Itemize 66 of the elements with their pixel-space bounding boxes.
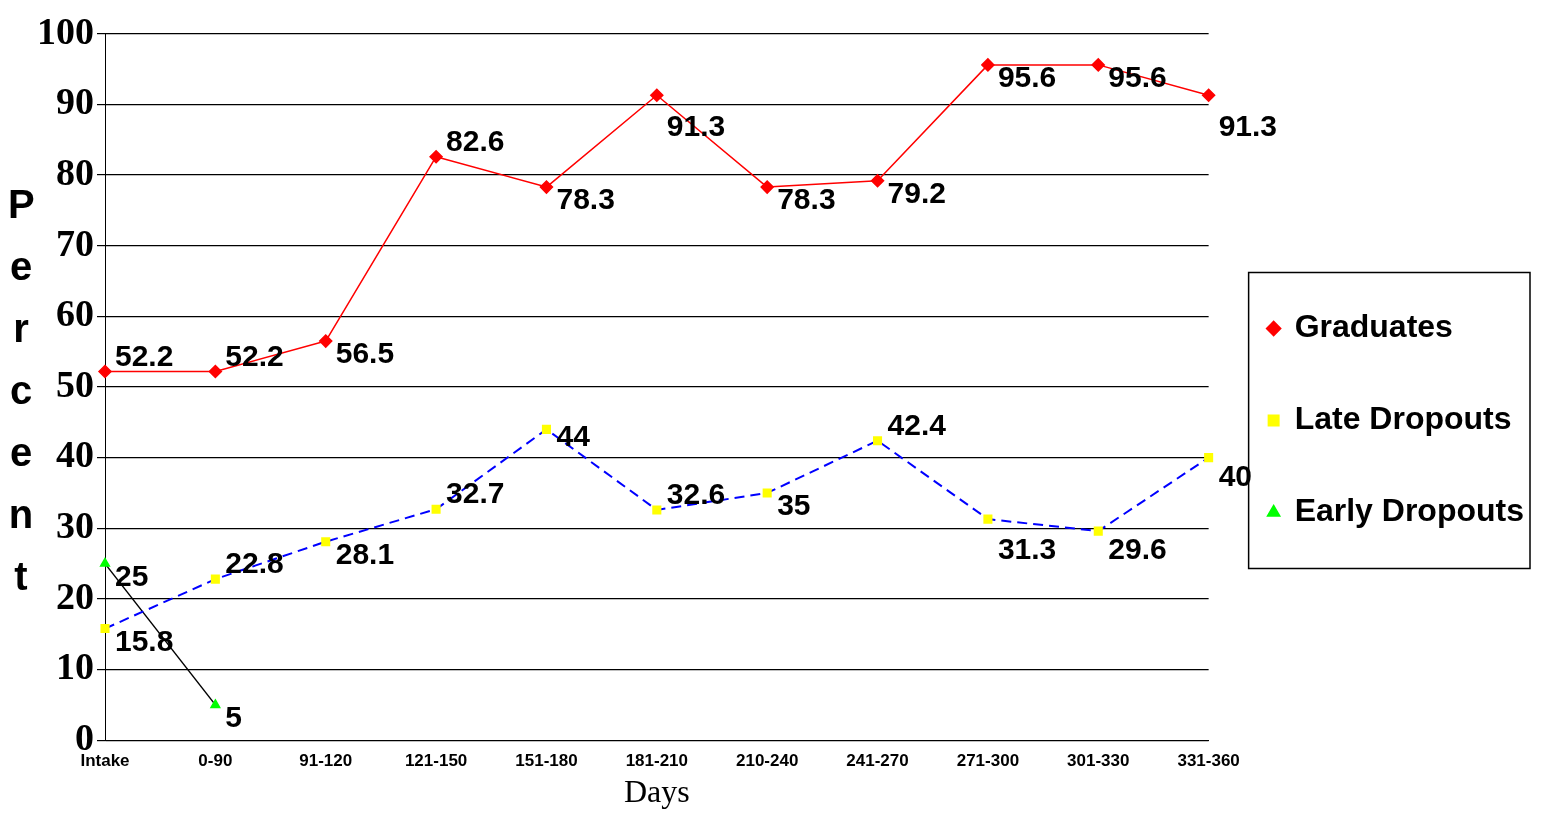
x-tick-label: 181-210 <box>625 751 689 771</box>
point <box>870 173 885 188</box>
y-tick-label: 20 <box>56 574 94 617</box>
data-label: 78.3 <box>556 182 615 216</box>
data-label: 35 <box>777 488 811 522</box>
x-tick-label: 271-300 <box>956 751 1020 771</box>
y-tick-label: 100 <box>37 9 94 52</box>
point <box>100 624 110 634</box>
point <box>321 537 331 547</box>
y-tick-label: 90 <box>56 80 94 123</box>
data-label: 79.2 <box>887 176 946 209</box>
point <box>539 180 554 194</box>
data-label: 91.3 <box>1218 108 1278 142</box>
data-label: 28.1 <box>335 536 395 570</box>
y-tick-label: 70 <box>56 221 94 264</box>
data-label: 25 <box>115 558 149 592</box>
point <box>760 180 774 194</box>
data-label: 32.7 <box>446 476 505 510</box>
y-tick-label: 50 <box>56 362 94 405</box>
data-label: 52.2 <box>115 338 174 372</box>
point <box>652 505 662 515</box>
point <box>983 514 993 524</box>
y-axis-title: Percent <box>8 181 35 600</box>
y-tick-label: 80 <box>56 150 94 193</box>
data-label: 42.4 <box>887 407 947 441</box>
y-tick-label: 60 <box>56 292 94 335</box>
data-label: 32.6 <box>666 477 726 511</box>
point <box>541 424 551 434</box>
x-tick-label: 0-90 <box>198 751 233 771</box>
data-label: 95.6 <box>997 60 1057 94</box>
y-tick-label: 10 <box>56 645 94 688</box>
point <box>208 364 223 379</box>
point <box>650 88 664 103</box>
x-tick-label: 91-120 <box>299 751 353 771</box>
point <box>1201 88 1216 103</box>
x-axis-title: Days <box>623 773 690 810</box>
legend-label: Late Dropouts <box>1294 400 1512 437</box>
point <box>318 334 333 348</box>
point <box>1091 58 1106 72</box>
point <box>98 364 112 379</box>
data-label: 56.5 <box>335 336 395 370</box>
point <box>1093 526 1103 536</box>
data-label: 22.8 <box>225 546 284 580</box>
y-tick-label: 40 <box>56 433 94 476</box>
point <box>429 149 443 164</box>
x-tick-label: 210-240 <box>735 751 799 771</box>
x-tick-label: 151-180 <box>515 751 578 771</box>
data-label: 31.3 <box>997 532 1057 566</box>
legend-label: Early Dropouts <box>1294 492 1524 529</box>
point <box>762 488 772 498</box>
x-tick-label: 301-330 <box>1067 751 1130 771</box>
point <box>981 58 995 72</box>
legend-label: Graduates <box>1294 308 1453 345</box>
point <box>210 574 220 584</box>
point <box>431 504 441 514</box>
y-tick-label: 30 <box>56 504 94 547</box>
x-tick-label: 121-150 <box>404 751 468 771</box>
x-tick-label: 331-360 <box>1177 751 1240 771</box>
point <box>1204 453 1214 463</box>
data-label: 44 <box>556 418 591 452</box>
data-label: 5 <box>225 700 243 734</box>
point <box>873 436 883 446</box>
x-tick-label: 241-270 <box>846 751 909 771</box>
data-label: 78.3 <box>777 182 836 216</box>
data-label: 29.6 <box>1108 532 1167 566</box>
data-label: 82.6 <box>446 123 505 157</box>
